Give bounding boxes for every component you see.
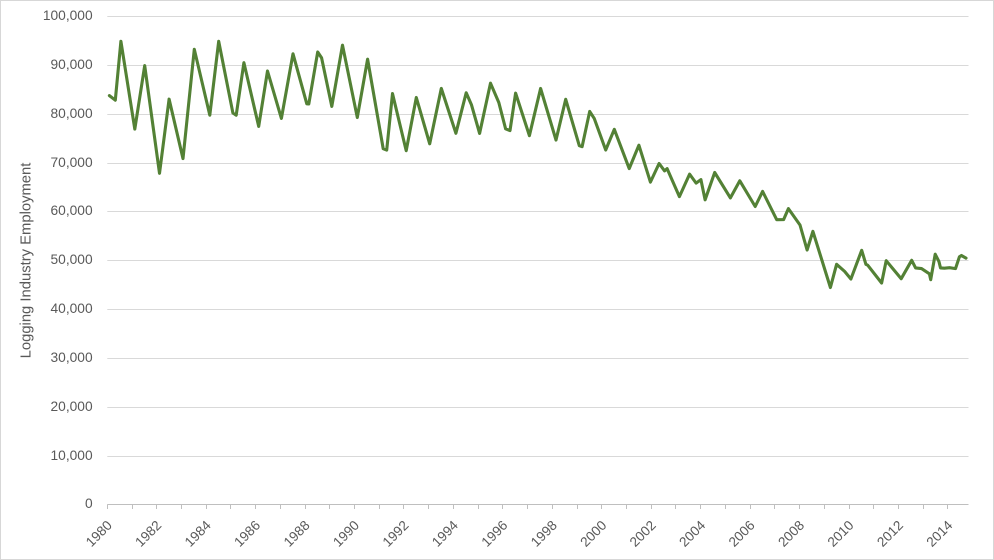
- svg-text:50,000: 50,000: [51, 252, 93, 267]
- svg-text:70,000: 70,000: [51, 155, 93, 170]
- svg-text:80,000: 80,000: [51, 106, 93, 121]
- svg-text:90,000: 90,000: [51, 57, 93, 72]
- svg-text:10,000: 10,000: [51, 448, 93, 463]
- svg-text:60,000: 60,000: [51, 203, 93, 218]
- svg-text:40,000: 40,000: [51, 301, 93, 316]
- svg-text:100,000: 100,000: [43, 8, 93, 23]
- svg-text:30,000: 30,000: [51, 350, 93, 365]
- svg-text:Logging Industry Employment: Logging Industry Employment: [19, 163, 35, 359]
- svg-text:0: 0: [85, 496, 93, 511]
- svg-text:20,000: 20,000: [51, 399, 93, 414]
